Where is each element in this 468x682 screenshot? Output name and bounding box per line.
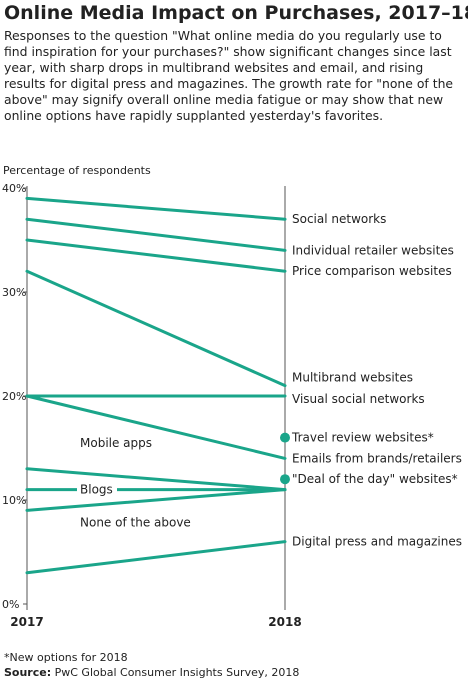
series-label-social-networks: Social networks bbox=[292, 212, 386, 226]
series-label-multibrand-websites: Multibrand websites bbox=[292, 371, 413, 385]
series-line-price-comparison-websites bbox=[25, 238, 287, 273]
chart-title: Online Media Impact on Purchases, 2017–1… bbox=[4, 2, 468, 24]
y-tick-label: 40% bbox=[2, 182, 26, 195]
y-axis-label: Percentage of respondents bbox=[3, 164, 151, 177]
x-tick-label: 2017 bbox=[10, 615, 43, 629]
new-point-label-travel-review-websites: Travel review websites* bbox=[291, 431, 434, 445]
series-label-blogs: Blogs bbox=[80, 483, 113, 497]
series-label-none-of-the-above: None of the above bbox=[80, 515, 191, 529]
y-tick-label: 30% bbox=[2, 286, 26, 299]
series-line-social-networks bbox=[25, 196, 287, 221]
series-label-price-comparison-websites: Price comparison websites bbox=[292, 264, 452, 278]
footnote: *New options for 2018 bbox=[4, 651, 128, 664]
series-label-mobile-apps: Mobile apps bbox=[80, 436, 152, 450]
series-line-none-of-the-above bbox=[25, 488, 287, 512]
series-label-visual-social-networks: Visual social networks bbox=[292, 392, 425, 406]
source-text: PwC Global Consumer Insights Survey, 201… bbox=[54, 666, 300, 679]
series-label-individual-retailer-websites: Individual retailer websites bbox=[292, 243, 454, 257]
new-point-deal-of-the-day-websites bbox=[280, 474, 290, 485]
x-tick-label: 2018 bbox=[268, 615, 301, 629]
series-line-mobile-apps bbox=[25, 467, 287, 492]
slope-chart: Percentage of respondents 0% 10% 20% 30% 40%… bbox=[2, 164, 462, 629]
source-label: Source: bbox=[4, 666, 52, 679]
series-line-individual-retailer-websites bbox=[25, 217, 287, 252]
new-point-travel-review-websites bbox=[280, 432, 290, 443]
series-line-emails-from-brands-retailers bbox=[25, 394, 287, 460]
y-tick-label: 10% bbox=[2, 494, 26, 507]
y-tick-label: 0% bbox=[2, 598, 19, 611]
series-label-emails-from-brands-retailers: Emails from brands/retailers bbox=[292, 451, 462, 465]
series-label-bg-blogs bbox=[77, 482, 117, 497]
series-line-multibrand-websites bbox=[25, 269, 287, 388]
source-note: Source: PwC Global Consumer Insights Sur… bbox=[4, 666, 299, 679]
new-point-label-deal-of-the-day-websites: "Deal of the day" websites* bbox=[292, 472, 458, 486]
series-line-digital-press-and-magazines bbox=[25, 540, 287, 575]
series-label-digital-press-and-magazines: Digital press and magazines bbox=[292, 535, 462, 549]
y-tick-label: 20% bbox=[2, 390, 26, 403]
chart-subtitle: Responses to the question "What online m… bbox=[4, 28, 454, 123]
